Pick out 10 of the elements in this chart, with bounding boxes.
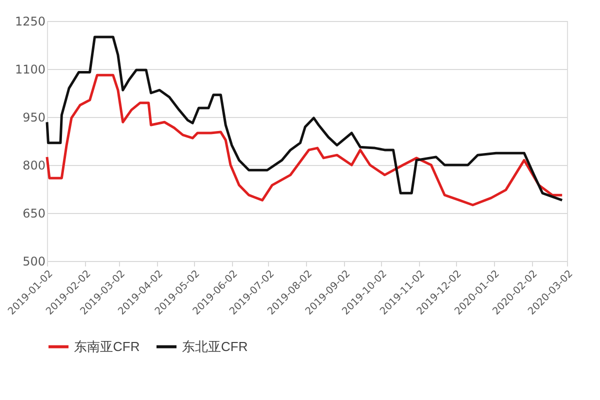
y-tick-label: 1100: [14, 62, 46, 76]
y-tick-label: 1250: [14, 14, 46, 28]
y-tick-label: 950: [22, 110, 46, 124]
legend-label: 东南亚CFR: [74, 338, 140, 354]
y-tick-label: 500: [22, 254, 46, 268]
line-series: [46, 36, 564, 202]
y-tick-label: 800: [22, 158, 46, 172]
line-series: [46, 74, 564, 206]
legend-label: 东北亚CFR: [182, 338, 248, 354]
y-tick-label: 650: [22, 206, 46, 220]
